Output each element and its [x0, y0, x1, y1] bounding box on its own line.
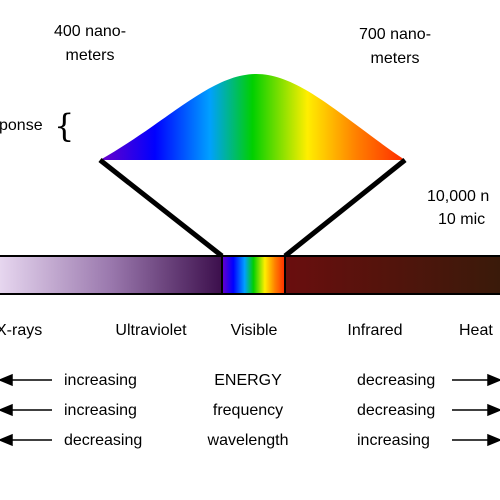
- label-10000nm-line2: 10 mic: [438, 211, 486, 228]
- right-arrowhead-row3: [487, 433, 500, 447]
- band-label-infrared: Infrared: [347, 322, 403, 339]
- ir-bar-segment: [285, 256, 500, 294]
- connector-line-right: [283, 158, 407, 258]
- label-400nm-line2: meters: [65, 47, 115, 64]
- trend-row3-right: increasing: [357, 432, 430, 449]
- label-400nm-line1: 400 nano-: [53, 23, 127, 40]
- right-arrows: [452, 373, 500, 447]
- response-curve: [100, 73, 405, 160]
- label-700nm-line1: 700 nano-: [358, 26, 432, 43]
- trend-row2-right: decreasing: [357, 402, 436, 419]
- label-response-partial: ponse: [0, 117, 43, 134]
- trend-row2-center: frequency: [212, 402, 284, 419]
- trend-row1-center: ENERGY: [214, 372, 282, 389]
- trend-row2-left: increasing: [64, 402, 137, 419]
- right-arrowhead-row2: [487, 403, 500, 417]
- band-label-xrays: X-rays: [0, 322, 43, 339]
- response-brace: {: [54, 107, 75, 145]
- label-10000nm-line1: 10,000 n: [427, 188, 490, 205]
- trend-row3-left: decreasing: [64, 432, 143, 449]
- visible-bar-segment: [222, 256, 285, 294]
- left-arrowhead-row1: [0, 373, 13, 387]
- label-700nm-line2: meters: [370, 50, 420, 67]
- left-arrowhead-row2: [0, 403, 13, 417]
- trend-row3-center: wavelength: [207, 432, 289, 449]
- trend-row1-right: decreasing: [357, 372, 436, 389]
- left-arrows: [0, 373, 52, 447]
- spectrum-bar-outline: [0, 255, 500, 295]
- band-label-visible: Visible: [230, 322, 278, 339]
- band-label-ultraviolet: Ultraviolet: [115, 322, 187, 339]
- uv-bar-segment: [0, 256, 222, 294]
- connector-line-left: [98, 158, 224, 258]
- band-label-heat: Heat: [459, 322, 493, 339]
- right-arrowhead-row1: [487, 373, 500, 387]
- left-arrowhead-row3: [0, 433, 13, 447]
- trend-row1-left: increasing: [64, 372, 137, 389]
